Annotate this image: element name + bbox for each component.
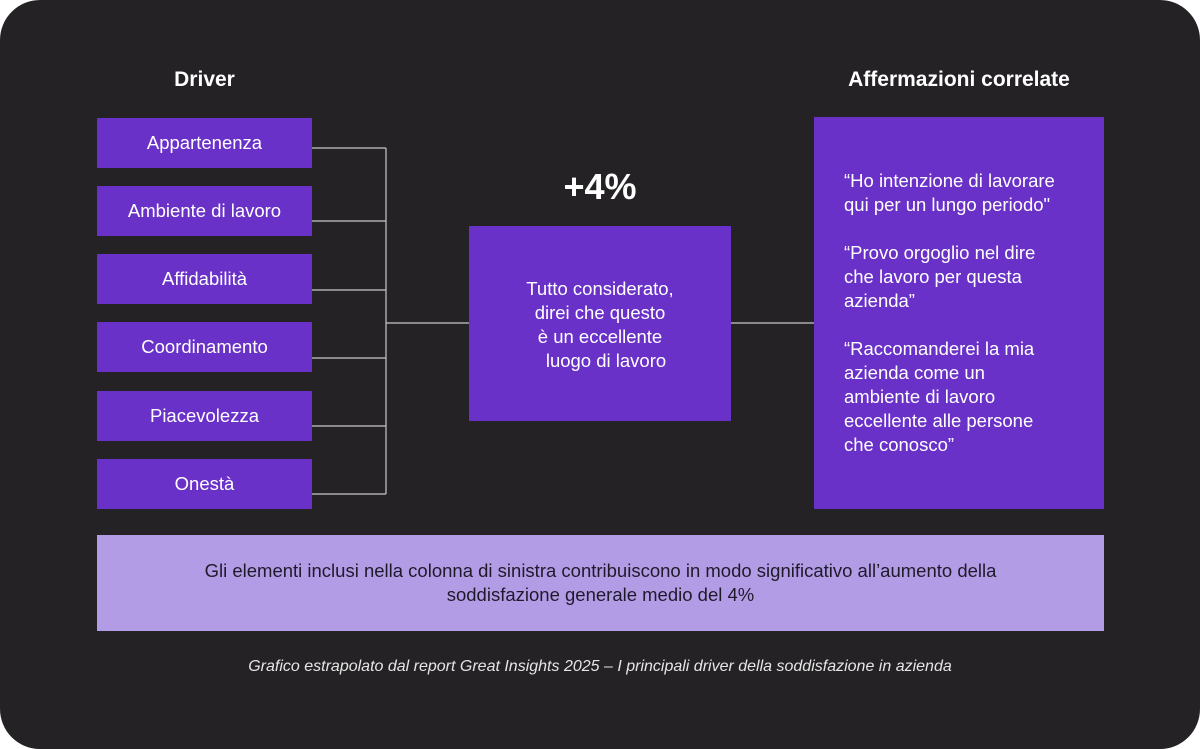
source-caption: Grafico estrapolato dal report Great Ins… (248, 658, 952, 675)
summary-note: Gli elementi inclusi nella colonna di si… (97, 535, 1104, 631)
driver-box-ambiente-di-lavoro: Ambiente di lavoro (97, 186, 312, 236)
driver-box-onesta: Onestà (97, 459, 312, 509)
driver-box-appartenenza: Appartenenza (97, 118, 312, 168)
statement-3: “Raccomanderei la mia azienda come un am… (844, 338, 1035, 455)
center-line-3: è un eccellente (537, 325, 663, 347)
center-statement-box: Tutto considerato, direi che questo è un… (469, 226, 731, 421)
statement-1: “Ho intenzione di lavorare qui per un lu… (844, 170, 1055, 215)
center-line-2: direi che questo (534, 301, 666, 323)
statements-heading: Affermazioni correlate (848, 68, 1070, 91)
statement-2: “Provo orgoglio nel dire che lavoro per … (844, 242, 1036, 311)
center-line-4: luogo di lavoro (545, 349, 667, 371)
drivers-heading: Driver (174, 68, 235, 91)
driver-box-coordinamento: Coordinamento (97, 322, 312, 372)
driver-box-piacevolezza: Piacevolezza (97, 391, 312, 441)
increase-value: +4% (563, 166, 637, 207)
related-statements-box: “Ho intenzione di lavorare qui per un lu… (814, 117, 1104, 509)
center-line-1: Tutto considerato, (526, 277, 674, 299)
driver-box-affidabilita: Affidabilità (97, 254, 312, 304)
